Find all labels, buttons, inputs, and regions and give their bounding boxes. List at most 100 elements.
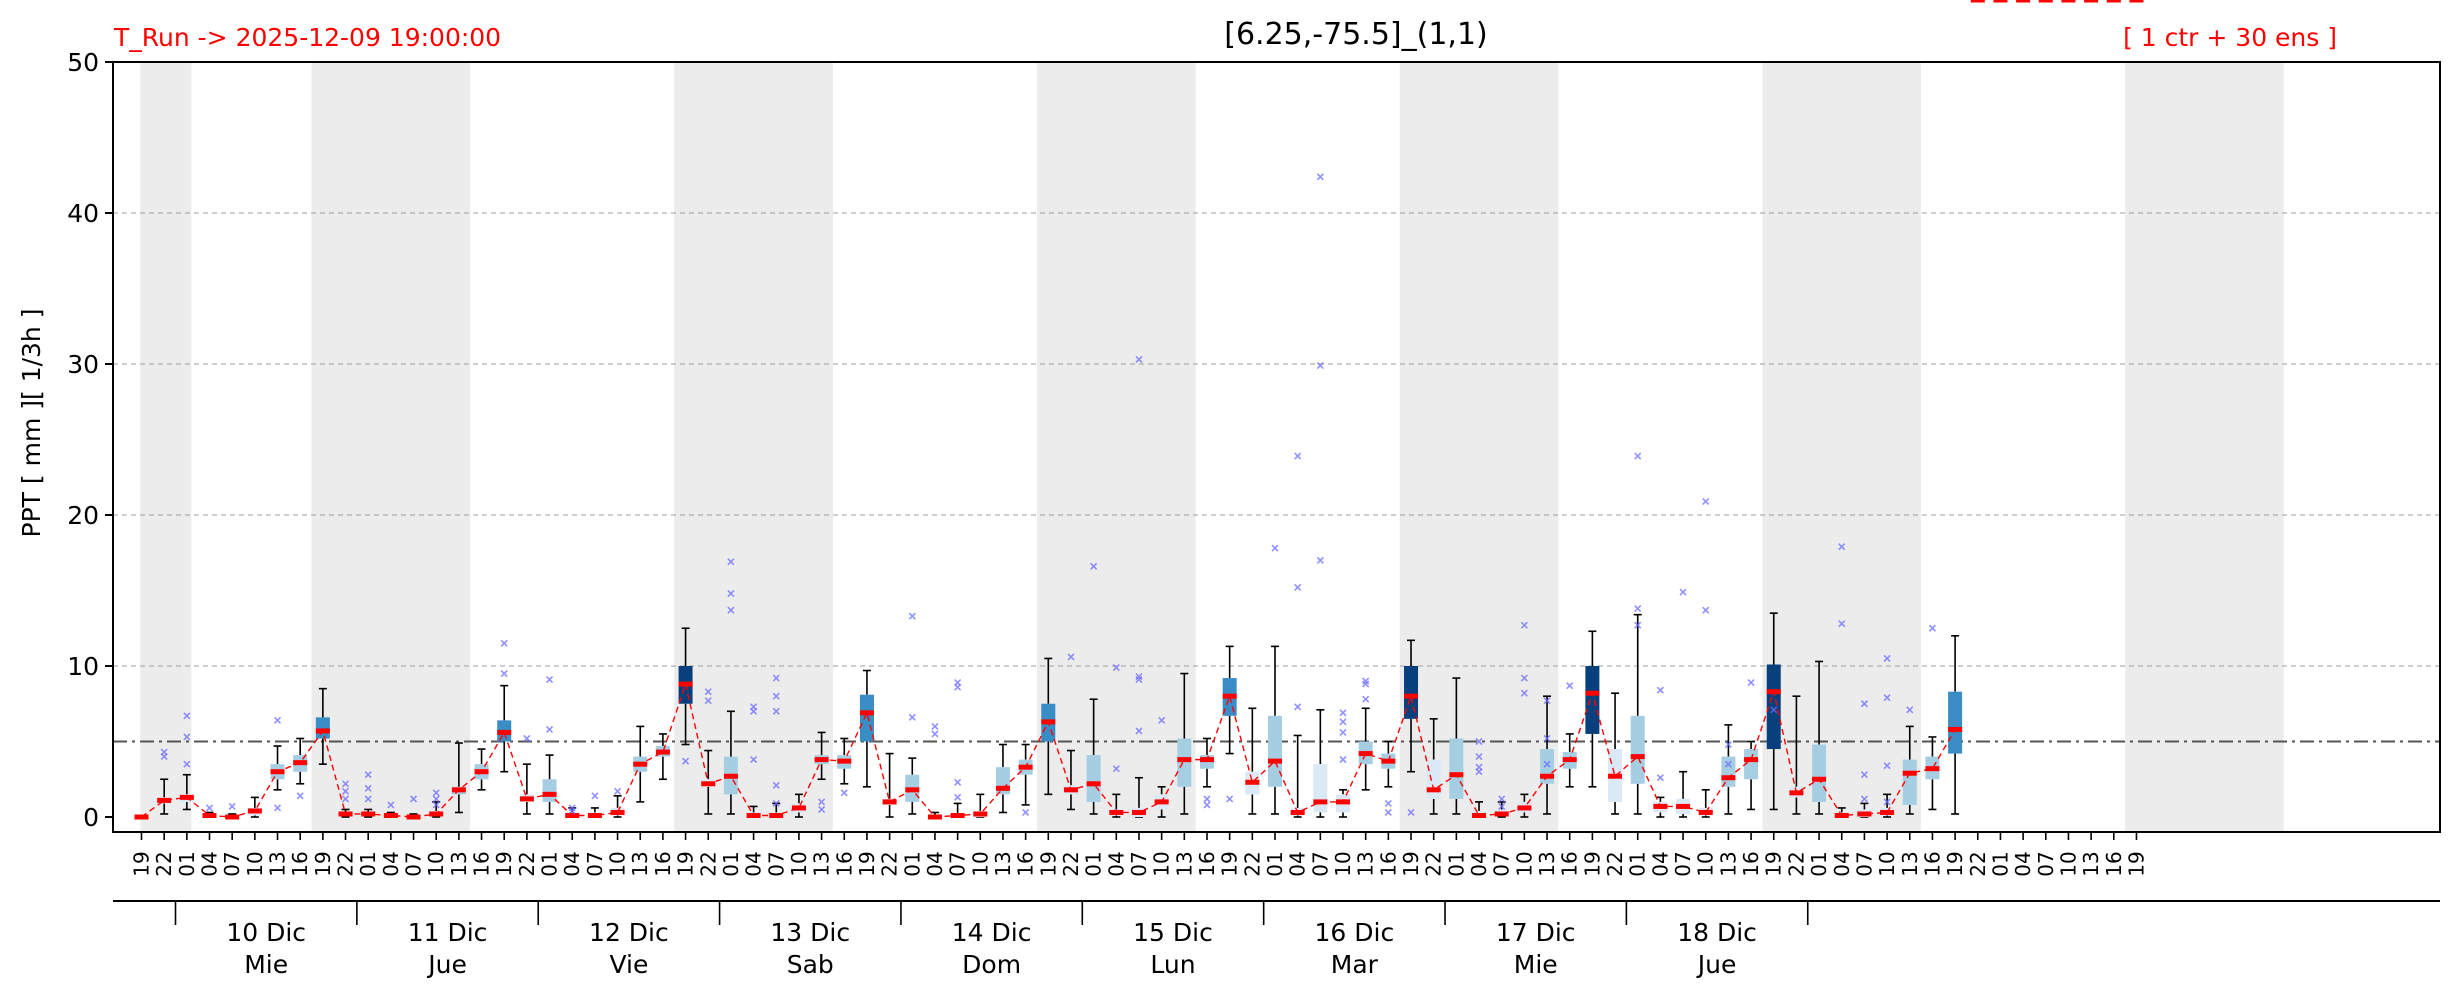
outlier-point bbox=[1520, 621, 1528, 629]
outlier-point bbox=[1883, 762, 1891, 770]
outlier-point bbox=[1838, 543, 1846, 551]
box-group bbox=[1381, 740, 1396, 817]
outlier-point bbox=[523, 734, 531, 743]
hour-label: 19 bbox=[674, 851, 698, 876]
outlier-point bbox=[1384, 808, 1392, 817]
outlier-point bbox=[341, 795, 350, 803]
ensemble-label: [ 1 ctr + 30 ens ] bbox=[2123, 23, 2337, 52]
outlier-point bbox=[614, 787, 622, 795]
hour-label: 10 bbox=[787, 851, 811, 876]
hour-label: 01 bbox=[1626, 851, 1650, 876]
box bbox=[1630, 715, 1645, 784]
outlier-point bbox=[1067, 653, 1075, 661]
hour-label: 10 bbox=[1694, 851, 1718, 876]
outlier-point bbox=[296, 792, 304, 800]
y-tick-label: 30 bbox=[67, 350, 99, 379]
hour-label: 19 bbox=[1943, 851, 1967, 876]
outlier-point bbox=[1860, 795, 1868, 803]
outlier-point bbox=[545, 725, 554, 733]
box-group bbox=[1358, 677, 1373, 791]
box-group bbox=[1925, 624, 1940, 811]
night-band bbox=[311, 62, 471, 832]
y-tick-label: 50 bbox=[67, 48, 99, 77]
outlier-point bbox=[1838, 620, 1846, 628]
outlier-point bbox=[1339, 728, 1347, 737]
hour-label: 04 bbox=[560, 851, 584, 876]
outlier-point bbox=[1339, 718, 1347, 726]
box bbox=[1812, 744, 1827, 802]
hour-label: 13 bbox=[1535, 851, 1559, 876]
run-label: T_Run -> 2025-12-09 19:00:00 bbox=[113, 23, 501, 52]
hour-label: 16 bbox=[1014, 851, 1038, 876]
grid-lines bbox=[113, 212, 2440, 667]
outlier-point bbox=[1362, 695, 1370, 703]
hour-label: 13 bbox=[1172, 851, 1196, 876]
hour-label: 01 bbox=[1988, 851, 2012, 876]
hour-label: 19 bbox=[1580, 851, 1604, 876]
plot-frame-rect bbox=[112, 61, 2441, 833]
outlier-point bbox=[772, 692, 780, 700]
outlier-point bbox=[1656, 686, 1664, 694]
box-group bbox=[1721, 724, 1736, 815]
hour-label: 19 bbox=[1218, 851, 1242, 876]
hour-label: 22 bbox=[1603, 851, 1627, 876]
hour-label: 13 bbox=[266, 851, 290, 876]
box-group bbox=[859, 669, 874, 788]
outlier-point bbox=[1112, 663, 1120, 672]
outlier-point bbox=[1294, 583, 1302, 592]
outlier-point bbox=[1724, 760, 1732, 768]
box-group bbox=[1744, 679, 1759, 811]
outlier-point bbox=[818, 805, 826, 814]
outlier-point bbox=[1634, 605, 1642, 613]
box-group bbox=[1086, 562, 1101, 815]
hour-label: 22 bbox=[334, 851, 358, 876]
night-band bbox=[2125, 62, 2284, 832]
box bbox=[1404, 666, 1419, 719]
outlier-point bbox=[364, 784, 372, 792]
night-bands bbox=[140, 62, 2284, 832]
outlier-point bbox=[228, 802, 236, 810]
hour-label: 01 bbox=[719, 851, 743, 876]
outlier-point bbox=[1883, 654, 1891, 663]
outlier-point bbox=[1656, 774, 1664, 782]
hour-label: 01 bbox=[175, 851, 199, 876]
outlier-point bbox=[908, 612, 916, 620]
box-group bbox=[1653, 686, 1668, 818]
box-group bbox=[1290, 452, 1305, 818]
hour-label: 04 bbox=[2011, 851, 2035, 876]
hour-label: 01 bbox=[1082, 851, 1106, 876]
outlier-point bbox=[1384, 799, 1392, 807]
outlier-point bbox=[1498, 795, 1506, 803]
hour-label: 22 bbox=[152, 851, 176, 876]
outlier-point bbox=[704, 697, 712, 705]
outlier-point bbox=[591, 792, 599, 800]
hour-label: 16 bbox=[1376, 851, 1400, 876]
outlier-point bbox=[954, 778, 962, 786]
hour-label: 07 bbox=[1490, 851, 1514, 876]
y-tick-label: 0 bbox=[83, 803, 99, 832]
outlier-point bbox=[1135, 355, 1143, 364]
box bbox=[1268, 715, 1282, 787]
outlier-point bbox=[1498, 802, 1506, 810]
box-group bbox=[1245, 707, 1260, 815]
outlier-point bbox=[772, 781, 780, 789]
box bbox=[1426, 759, 1441, 799]
box bbox=[1449, 738, 1464, 799]
hour-label: 19 bbox=[492, 851, 516, 876]
hour-label: 19 bbox=[855, 851, 879, 876]
outlier-point bbox=[1294, 703, 1302, 711]
box-group bbox=[474, 748, 489, 791]
outlier-point bbox=[1407, 808, 1415, 817]
box bbox=[1585, 666, 1600, 734]
outlier-point bbox=[1316, 556, 1324, 564]
outlier-point bbox=[364, 795, 372, 803]
y-tick-label: 20 bbox=[67, 501, 99, 530]
outlier-point bbox=[772, 707, 780, 715]
y-tick-label: 10 bbox=[67, 652, 99, 681]
hour-label: 01 bbox=[1263, 851, 1287, 876]
box-plots bbox=[134, 0, 2144, 820]
outlier-point bbox=[1475, 768, 1483, 776]
hour-label: 13 bbox=[1898, 851, 1922, 876]
